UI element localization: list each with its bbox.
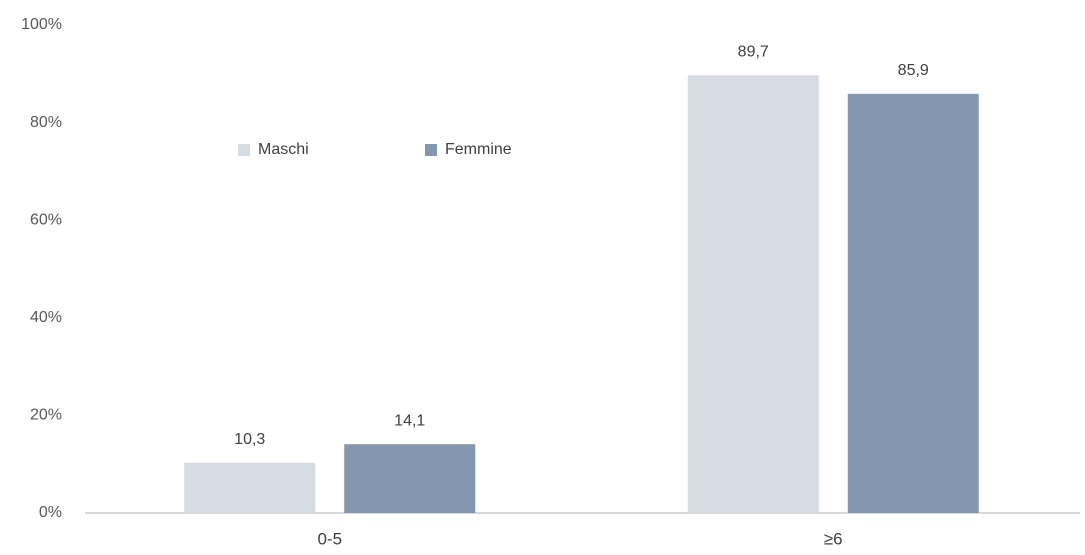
value-label: 85,9: [898, 62, 929, 79]
legend-swatch: [238, 144, 250, 156]
value-label: 14,1: [394, 412, 425, 429]
y-tick-label: 100%: [21, 16, 62, 33]
value-label: 89,7: [738, 43, 769, 60]
x-tick-label: 0-5: [317, 529, 342, 548]
y-tick-label: 0%: [39, 504, 62, 521]
legend-label: Maschi: [258, 141, 309, 158]
legend-swatch: [425, 144, 437, 156]
bar: [847, 93, 979, 514]
legend-label: Femmine: [445, 141, 512, 158]
bar: [687, 75, 819, 513]
bar: [344, 444, 476, 513]
y-tick-label: 80%: [30, 114, 62, 131]
y-tick-label: 20%: [30, 407, 62, 424]
y-tick-label: 60%: [30, 211, 62, 228]
value-label: 10,3: [234, 431, 265, 448]
y-tick-label: 40%: [30, 309, 62, 326]
bar: [184, 462, 316, 513]
x-tick-label: ≥6: [824, 529, 843, 548]
